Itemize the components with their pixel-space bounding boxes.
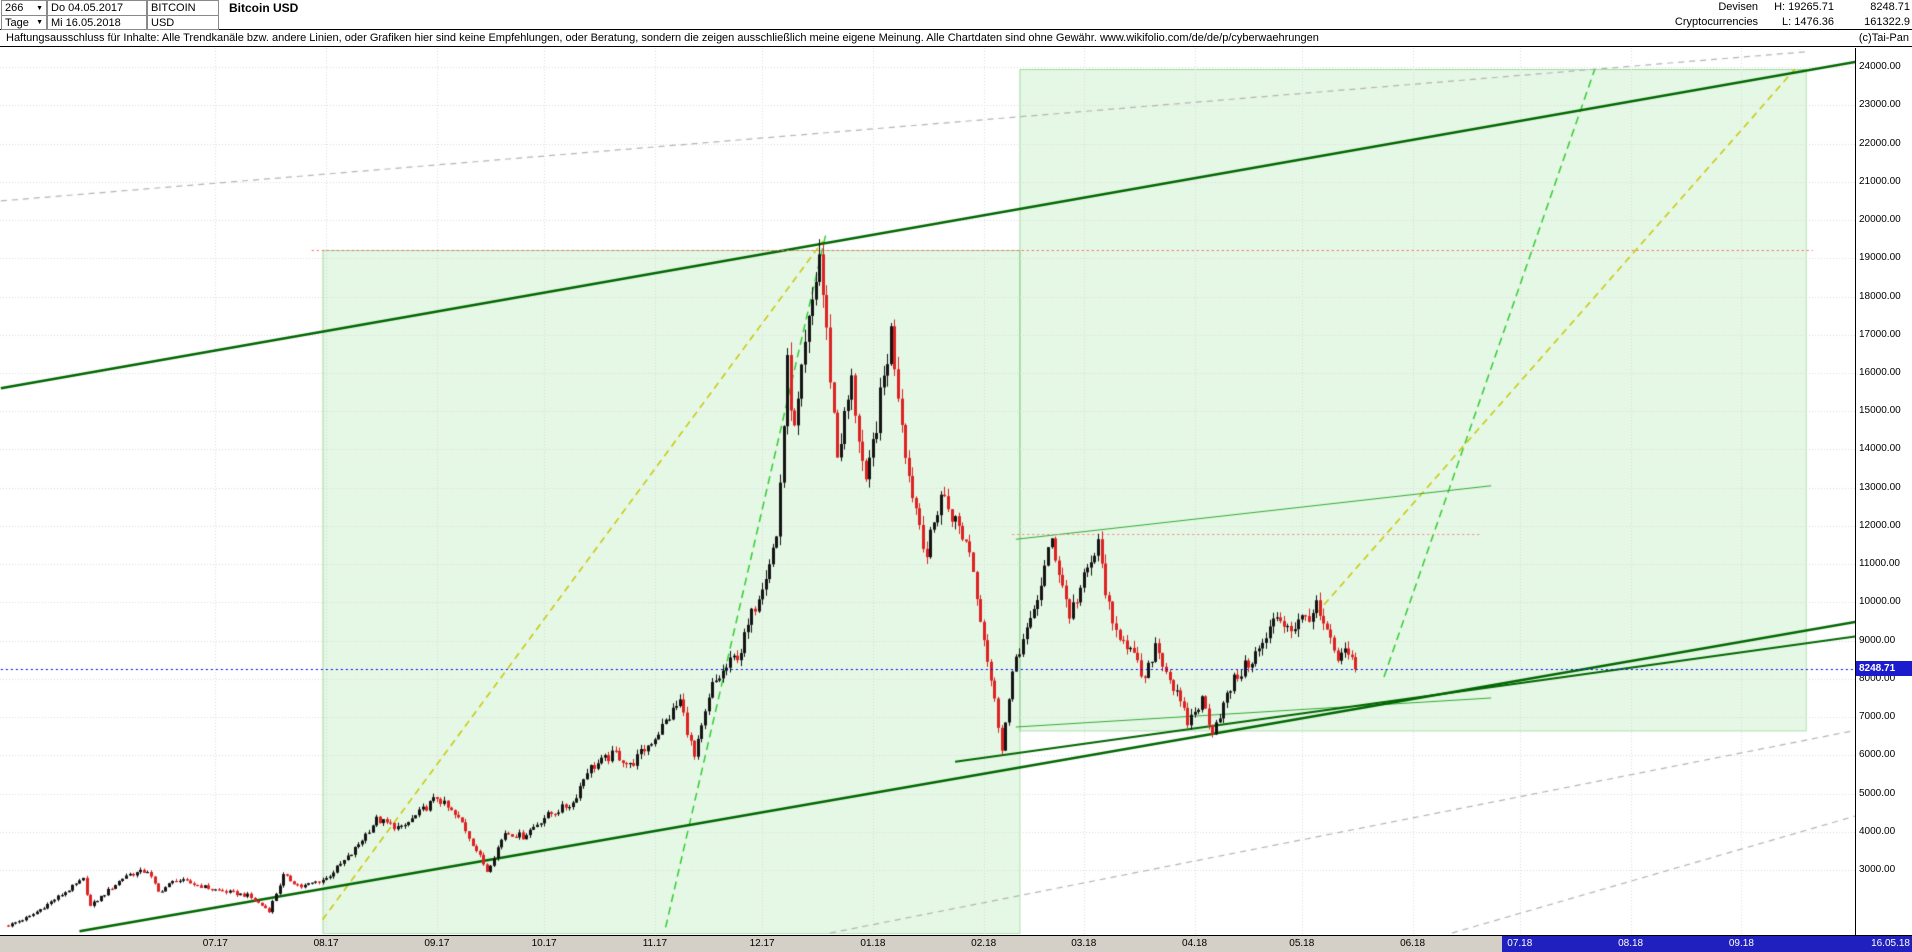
chevron-down-icon: ▼ [36, 4, 43, 12]
time-axis-label: 03.18 [1071, 938, 1097, 949]
low-label: L: 1476.36 [1782, 16, 1834, 28]
current-price-tag: 8248.71 [1856, 661, 1912, 677]
time-axis-label: 07.17 [202, 938, 228, 949]
price-axis-label: 16000.00 [1859, 366, 1901, 378]
price-axis-label: 15000.00 [1859, 405, 1901, 417]
time-axis-label: 10.17 [531, 938, 557, 949]
price-axis-label: 4000.00 [1859, 825, 1896, 837]
price-axis-label: 10000.00 [1859, 596, 1901, 608]
period-select[interactable]: Tage ▼ [1, 15, 47, 30]
price-axis-label: 22000.00 [1859, 137, 1901, 149]
price-axis-label: 9000.00 [1859, 634, 1896, 646]
time-axis-label: 01.18 [860, 938, 886, 949]
price-axis-label: 18000.00 [1859, 290, 1901, 302]
time-axis-label: 11.17 [642, 938, 668, 949]
chart-title: Bitcoin USD [229, 1, 299, 15]
price-axis-label: 11000.00 [1859, 558, 1900, 570]
time-axis-label: 05.18 [1289, 938, 1315, 949]
period-value: Tage [5, 16, 29, 29]
disclaimer-bar: Haftungsausschluss für Inhalte: Alle Tre… [0, 31, 1912, 47]
last-price-label: 8248.71 [1870, 1, 1910, 13]
price-axis: 24000.00 23000.00 22000.00 21000.00 20000.00… [1855, 48, 1912, 935]
time-axis-label: 07.18 [1507, 938, 1533, 949]
price-axis-label: 19000.00 [1859, 252, 1901, 264]
price-axis-label: 13000.00 [1859, 481, 1901, 493]
price-axis-label: 17000.00 [1859, 328, 1901, 340]
time-axis-label: 02.18 [971, 938, 997, 949]
high-label: H: 19265.71 [1774, 1, 1834, 13]
currency-field[interactable]: USD [147, 15, 219, 30]
time-axis-label: 12.17 [749, 938, 775, 949]
price-axis-label: 24000.00 [1859, 61, 1901, 73]
subcategory-label: Cryptocurrencies [1674, 16, 1759, 28]
end-date-value: Mi 16.05.2018 [51, 16, 121, 29]
toolbar-left: 266 ▼ Do 04.05.2017 BITCOIN Bitcoin USD … [1, 0, 298, 30]
price-axis-label: 14000.00 [1859, 443, 1901, 455]
future-period-region [1501, 936, 1912, 952]
toolbar: 266 ▼ Do 04.05.2017 BITCOIN Bitcoin USD … [0, 0, 1912, 30]
end-date-label: 16.05.18 [1871, 938, 1910, 949]
copyright-label: (c)Tai-Pan [1854, 32, 1909, 44]
high-low-block: H: 19265.71 L: 1476.36 [1774, 0, 1834, 29]
time-axis: 16.05.18 07.17 08.17 09.17 10.17 11.17 12.17 0… [0, 935, 1912, 952]
time-axis-label: 08.17 [313, 938, 339, 949]
disclaimer-text: Haftungsausschluss für Inhalte: Alle Tre… [6, 32, 1319, 44]
price-axis-label: 23000.00 [1859, 99, 1901, 111]
time-axis-label: 08.18 [1618, 938, 1644, 949]
price-axis-label: 6000.00 [1859, 749, 1896, 761]
price-volume-block: 8248.71 161322.9 [1850, 0, 1910, 29]
symbol-field[interactable]: BITCOIN [147, 0, 219, 15]
price-axis-label: 20000.00 [1859, 214, 1901, 226]
time-axis-label: 09.18 [1728, 938, 1754, 949]
volume-label: 161322.9 [1864, 16, 1910, 28]
toolbar-right: Devisen Cryptocurrencies H: 19265.71 L: … [1675, 0, 1910, 29]
category-label: Devisen [1718, 1, 1759, 13]
category-block: Devisen Cryptocurrencies [1675, 0, 1758, 29]
end-date-field[interactable]: Mi 16.05.2018 [47, 15, 147, 30]
chart-area [0, 48, 1855, 935]
bars-count-select[interactable]: 266 ▼ [1, 0, 47, 15]
price-axis-label: 3000.00 [1859, 864, 1896, 875]
symbol-value: BITCOIN [151, 2, 196, 14]
time-axis-label: 09.17 [424, 938, 450, 949]
price-axis-label: 8000.00 [1859, 672, 1896, 684]
bars-count-value: 266 [5, 2, 24, 14]
price-axis-label: 12000.00 [1859, 519, 1901, 531]
time-axis-label: 06.18 [1400, 938, 1426, 949]
time-axis-label: 04.18 [1182, 938, 1208, 949]
chart-canvas[interactable] [0, 48, 1855, 935]
price-axis-label: 5000.00 [1859, 787, 1896, 799]
start-date-value: Do 04.05.2017 [51, 2, 124, 14]
start-date-field[interactable]: Do 04.05.2017 [47, 0, 147, 15]
chevron-down-icon: ▼ [36, 19, 43, 26]
currency-value: USD [151, 16, 175, 29]
price-axis-label: 7000.00 [1859, 711, 1896, 723]
price-axis-label: 21000.00 [1859, 175, 1901, 187]
